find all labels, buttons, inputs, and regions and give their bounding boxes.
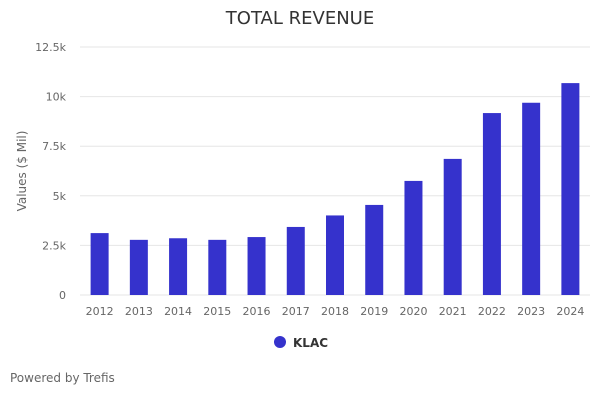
bar-2014[interactable]	[169, 238, 188, 295]
x-tick-label: 2012	[86, 305, 114, 318]
y-tick-label: 2.5k	[42, 239, 66, 252]
x-tick-label: 2019	[360, 305, 388, 318]
bar-2017[interactable]	[286, 226, 305, 295]
y-gridlines	[80, 46, 590, 296]
bars	[90, 83, 580, 296]
y-axis-label: Values ($ Mil)	[15, 131, 29, 212]
y-tick-label: 5k	[53, 190, 67, 203]
x-tick-label: 2015	[203, 305, 231, 318]
bar-2012[interactable]	[90, 233, 109, 295]
bar-2023[interactable]	[522, 102, 541, 295]
legend[interactable]: KLAC	[274, 336, 328, 350]
x-tick-label: 2013	[125, 305, 153, 318]
y-tick-label: 7.5k	[42, 140, 66, 153]
legend-label-klac: KLAC	[293, 336, 328, 350]
x-tick-label: 2022	[478, 305, 506, 318]
x-tick-label: 2017	[282, 305, 310, 318]
x-tick-label: 2024	[556, 305, 584, 318]
bar-2013[interactable]	[129, 239, 148, 295]
bar-2021[interactable]	[443, 158, 462, 295]
x-tick-label: 2014	[164, 305, 192, 318]
x-tick-label: 2016	[243, 305, 271, 318]
y-tick-label: 12.5k	[35, 41, 66, 54]
bar-2019[interactable]	[365, 204, 384, 295]
x-tick-label: 2020	[399, 305, 427, 318]
bar-2018[interactable]	[326, 215, 344, 295]
bar-2024[interactable]	[561, 83, 580, 296]
y-tick-label: 10k	[46, 91, 67, 104]
x-axis-tick-labels: 2012 2013 2014 2015 2016 2017 2018 2019 2020 2021…	[86, 305, 585, 318]
x-tick-label: 2018	[321, 305, 349, 318]
y-axis-tick-labels: 0 2.5k 5k 7.5k 10k 12.5k	[35, 41, 66, 302]
bar-2020[interactable]	[404, 180, 423, 295]
chart-title: TOTAL REVENUE	[225, 8, 374, 29]
bar-2022[interactable]	[482, 113, 501, 295]
credits-text[interactable]: Powered by Trefis	[10, 371, 115, 385]
bar-2015[interactable]	[208, 239, 227, 295]
legend-marker-klac	[274, 336, 286, 348]
y-tick-label: 0	[59, 289, 66, 302]
x-tick-label: 2021	[439, 305, 467, 318]
x-tick-label: 2023	[517, 305, 545, 318]
bar-2016[interactable]	[247, 237, 266, 295]
